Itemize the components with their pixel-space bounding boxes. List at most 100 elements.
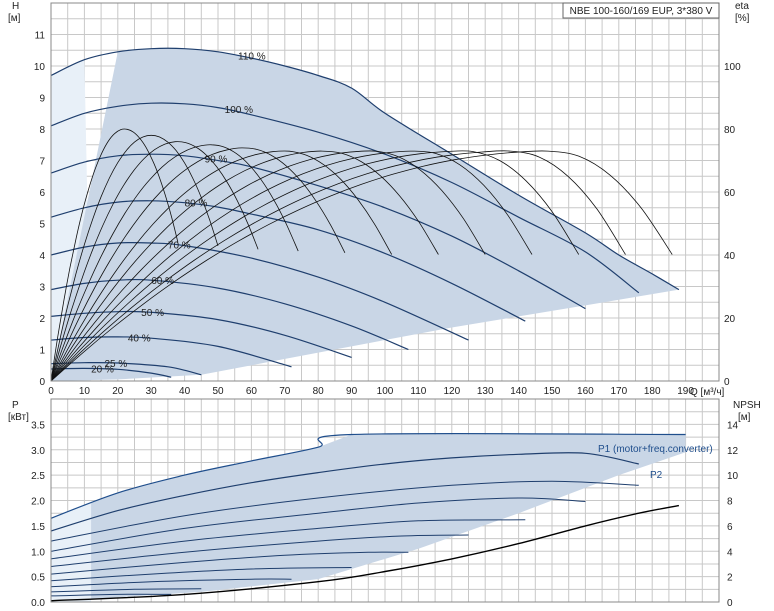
x-tick: 50 (212, 386, 224, 397)
head-efficiency-panel: 110 %100 %90 %80 %70 %60 %50 %40 %25 %20… (34, 2, 741, 397)
y-left-tick-h: 2 (39, 314, 45, 325)
y-right-tick-eta: 0 (724, 377, 730, 388)
x-tick: 110 (410, 386, 426, 397)
power-curve-2 (50, 497, 586, 552)
operating-region (51, 48, 679, 382)
y-right-tick-eta: 100 (724, 62, 741, 73)
eta-curve-4 (50, 144, 299, 382)
title-box (562, 2, 720, 19)
x-tick: 180 (644, 386, 661, 397)
x-axis-label: Q [м³/ч] (690, 387, 725, 398)
y-right-label-eta: eta (735, 1, 749, 12)
speed-curve-3 (50, 153, 586, 310)
y-right-tick-npsh: 14 (727, 420, 739, 431)
eta-curve-10 (50, 150, 580, 382)
x-tick: 120 (443, 386, 460, 397)
power-low-flow-region (51, 503, 92, 602)
eta-curve-12 (50, 150, 673, 382)
speed-label-2: 100 % (225, 105, 253, 116)
y-left-tick-p: 3.0 (31, 446, 45, 457)
y-right-tick-eta: 60 (724, 188, 736, 199)
speed-curve-9 (50, 361, 202, 376)
speed-label-7: 50 % (141, 308, 164, 319)
speed-curve-7 (50, 310, 352, 358)
power-npsh-panel: 0.0 0.5 1.0 1.5 2.0 2.5 3.0 3.5 0 2 4 6 8 10 12 14 (31, 398, 739, 609)
speed-curve-4 (50, 200, 526, 322)
y-right-tick-npsh: 6 (727, 522, 733, 533)
speed-label-5: 70 % (168, 240, 191, 251)
power-curve-3 (50, 519, 526, 560)
top-frame (50, 2, 720, 382)
y-right-tick-eta: 40 (724, 251, 736, 262)
eta-curve-11 (50, 150, 626, 382)
y-left-tick-p: 1.0 (31, 547, 45, 558)
bottom-frame (50, 398, 720, 603)
y-left-unit-p: [кВт] (8, 412, 29, 423)
y-left-tick-h: 7 (39, 157, 45, 168)
speed-label-10: 20 % (91, 365, 114, 376)
speed-label-8: 40 % (128, 333, 151, 344)
x-tick: 100 (377, 386, 394, 397)
eta-curve-7 (50, 150, 439, 382)
power-series-2 (50, 452, 639, 532)
y-left-tick-h: 0 (39, 377, 45, 388)
series-label-p2: P2 (650, 470, 663, 481)
x-tick: 40 (179, 386, 191, 397)
eta-curve-2 (50, 134, 219, 382)
power-curve-5 (50, 551, 409, 575)
speed-label-3: 90 % (205, 155, 228, 166)
x-tick: 90 (346, 386, 358, 397)
x-tick: 130 (477, 386, 494, 397)
y-left-label-h: H (12, 1, 19, 12)
y-left-tick-p: 3.5 (31, 420, 45, 431)
y-right-unit-eta: [%] (735, 13, 750, 24)
y-left-tick-h: 4 (39, 251, 45, 262)
y-right-tick-npsh: 4 (727, 547, 733, 558)
y-left-tick-p: 2.0 (31, 497, 45, 508)
x-tick: 170 (610, 386, 627, 397)
power-curve-9 (50, 593, 172, 597)
npsh-curve (50, 504, 680, 602)
y-left-tick-h: 10 (34, 62, 46, 73)
y-left-tick-h: 11 (35, 31, 46, 42)
y-right-tick-npsh: 10 (727, 471, 739, 482)
series-label-p1: P1 (motor+freq.converter) (598, 444, 713, 455)
x-tick: 150 (544, 386, 561, 397)
power-curve-8 (50, 588, 202, 593)
y-left-tick-h: 5 (39, 220, 45, 231)
y-right-tick-npsh: 0 (727, 598, 733, 609)
y-right-tick-npsh: 8 (727, 497, 733, 508)
x-tick: 140 (510, 386, 527, 397)
y-left-tick-p: 2.5 (31, 471, 45, 482)
y-left-tick-h: 1 (39, 346, 45, 357)
eta-curve-8 (50, 150, 486, 382)
eta-curve-9 (50, 150, 533, 382)
x-tick: 160 (577, 386, 594, 397)
y-left-tick-h: 8 (39, 125, 45, 136)
x-tick: 20 (112, 386, 124, 397)
chart-title: NBE 100-160/169 EUP, 3*380 V (570, 6, 713, 17)
y-left-tick-p: 0.5 (31, 573, 45, 584)
x-tick: 70 (279, 386, 291, 397)
speed-curve-5 (50, 241, 469, 341)
speed-label-4: 80 % (185, 199, 208, 210)
power-curve-6 (50, 567, 352, 582)
y-right-tick-npsh: 12 (727, 446, 739, 457)
y-left-label-p: P (12, 400, 19, 411)
speed-curve-2 (50, 102, 640, 294)
eta-curve-3 (50, 141, 259, 382)
x-tick: 30 (146, 386, 158, 397)
speed-label-6: 60 % (151, 276, 174, 287)
power-series-1 (50, 432, 686, 519)
y-left-tick-h: 6 (39, 188, 45, 199)
y-left-tick-h: 3 (39, 283, 45, 294)
x-tick: 10 (79, 386, 91, 397)
y-right-tick-eta: 80 (724, 125, 736, 136)
y-left-tick-p: 1.5 (31, 522, 45, 533)
x-tick: 60 (246, 386, 258, 397)
speed-curve-1 (50, 47, 680, 291)
x-tick: 80 (313, 386, 325, 397)
speed-curve-10 (50, 367, 172, 378)
y-right-label-npsh: NPSH (733, 400, 761, 411)
